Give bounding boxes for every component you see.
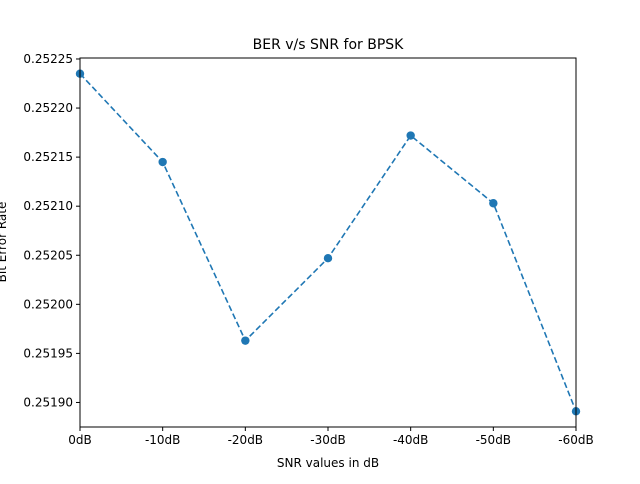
x-tick-label: -30dB xyxy=(310,433,345,447)
ticks-layer: 0dB -10dB -20dB -30dB -40dB -50dB -60dB 0.25190… xyxy=(23,52,593,447)
plot-area xyxy=(80,58,576,427)
x-tick-label: 0dB xyxy=(68,433,91,447)
series-layer xyxy=(75,69,581,416)
y-tick-label: 0.25215 xyxy=(23,150,73,164)
y-tick-label: 0.25195 xyxy=(23,346,73,360)
y-tick-label: 0.25205 xyxy=(23,248,73,262)
chart-title: BER v/s SNR for BPSK xyxy=(253,37,405,53)
y-axis-label: Bit Error Rate xyxy=(0,202,9,283)
data-point xyxy=(241,336,250,345)
data-point xyxy=(158,157,167,167)
data-point xyxy=(406,131,415,140)
y-tick-label: 0.25225 xyxy=(23,52,73,66)
x-axis-label: SNR values in dB xyxy=(277,456,379,470)
x-tick-label: -40dB xyxy=(393,433,428,447)
y-tick-label: 0.25210 xyxy=(23,199,73,213)
y-tick-label: 0.25190 xyxy=(23,395,73,409)
x-tick-label: -50dB xyxy=(476,433,511,447)
y-tick-label: 0.25200 xyxy=(23,297,73,311)
x-tick-label: -10dB xyxy=(145,433,180,447)
plot-frame xyxy=(79,57,577,428)
x-tick-label: -60dB xyxy=(558,433,593,447)
data-point xyxy=(489,199,498,208)
y-tick-label: 0.25220 xyxy=(23,101,73,115)
data-point xyxy=(323,254,333,263)
x-tick-label: -20dB xyxy=(228,433,263,447)
